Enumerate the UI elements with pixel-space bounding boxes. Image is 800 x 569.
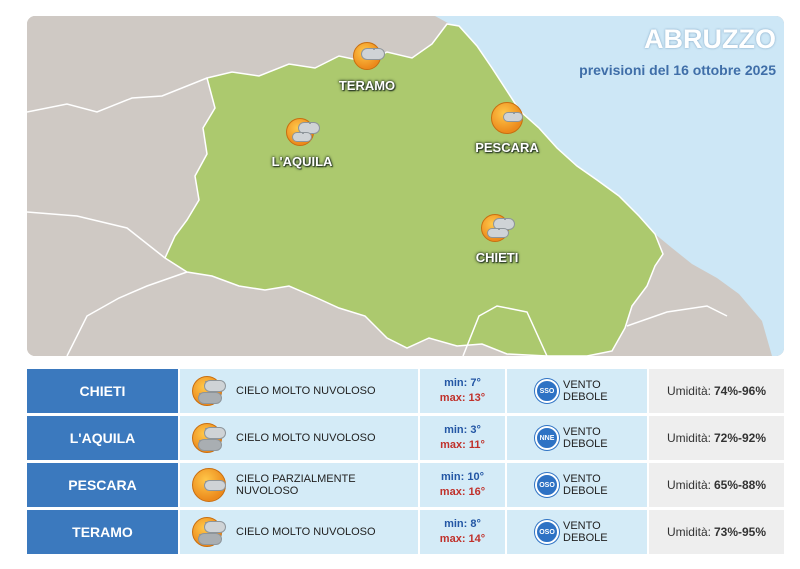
map-city-label: CHIETI bbox=[475, 250, 519, 265]
min-temperature: min: 10° bbox=[441, 471, 484, 483]
humidity-value: 65%-88% bbox=[713, 478, 767, 492]
map-city-label: PESCARA bbox=[475, 140, 539, 155]
sky-condition: CIELO MOLTO NUVOLOSO bbox=[236, 432, 376, 444]
border-lines bbox=[27, 77, 728, 356]
max-temperature: max: 14° bbox=[439, 533, 486, 545]
table-row: PESCARA CIELO PARZIALMENTE NUVOLOSO min:… bbox=[27, 463, 784, 507]
sky-cell: CIELO MOLTO NUVOLOSO bbox=[180, 416, 418, 460]
adriatic-sea bbox=[435, 16, 784, 356]
wind-cell: NNE VENTO DEBOLE bbox=[507, 416, 647, 460]
temperature-cell: min: 8° max: 14° bbox=[420, 510, 505, 554]
wind-direction-icon: OSO bbox=[535, 520, 559, 544]
table-row: L'AQUILA CIELO MOLTO NUVOLOSO min: 3° ma… bbox=[27, 416, 784, 460]
humidity-label: Umidità: bbox=[666, 478, 711, 492]
sky-condition: CIELO MOLTO NUVOLOSO bbox=[236, 526, 376, 538]
region-title: ABRUZZO bbox=[644, 24, 776, 54]
map-city-chieti: CHIETI bbox=[442, 210, 552, 265]
sun-behind-cloud-icon bbox=[190, 419, 228, 457]
min-temperature: min: 7° bbox=[444, 377, 481, 389]
sky-cell: CIELO PARZIALMENTE NUVOLOSO bbox=[180, 463, 418, 507]
sun-behind-small-cloud-icon bbox=[489, 100, 525, 136]
wind-cell: SSO VENTO DEBOLE bbox=[507, 369, 647, 413]
humidity-cell: Umidità: 72%-92% bbox=[649, 416, 784, 460]
min-temperature: min: 8° bbox=[444, 518, 481, 530]
humidity-label: Umidità: bbox=[666, 431, 711, 445]
humidity-value: 73%-95% bbox=[713, 525, 767, 539]
sky-cell: CIELO MOLTO NUVOLOSO bbox=[180, 510, 418, 554]
sun-behind-cloud-icon bbox=[479, 210, 515, 246]
map-city-label: TERAMO bbox=[338, 78, 396, 93]
table-row: TERAMO CIELO MOLTO NUVOLOSO min: 8° max:… bbox=[27, 510, 784, 554]
abruzzo-region bbox=[164, 23, 664, 356]
sun-behind-cloud-icon bbox=[284, 114, 320, 150]
city-name: L'AQUILA bbox=[27, 416, 178, 460]
humidity-value: 72%-92% bbox=[713, 431, 767, 445]
humidity-label: Umidità: bbox=[666, 384, 711, 398]
humidity-cell: Umidità: 74%-96% bbox=[649, 369, 784, 413]
map-city-label: L'AQUILA bbox=[271, 154, 333, 169]
humidity-label: Umidità: bbox=[666, 525, 711, 539]
map-city-laquila: L'AQUILA bbox=[247, 114, 357, 169]
sky-condition: CIELO MOLTO NUVOLOSO bbox=[236, 385, 376, 397]
wind-cell: OSO VENTO DEBOLE bbox=[507, 463, 647, 507]
wind-cell: OSO VENTO DEBOLE bbox=[507, 510, 647, 554]
wind-strength: VENTO DEBOLE bbox=[563, 379, 608, 403]
sun-behind-cloud-icon bbox=[190, 372, 228, 410]
wind-direction-icon: SSO bbox=[535, 379, 559, 403]
wind-strength: VENTO DEBOLE bbox=[563, 473, 608, 497]
wind-strength: VENTO DEBOLE bbox=[563, 520, 608, 544]
min-temperature: min: 3° bbox=[444, 424, 481, 436]
city-name: PESCARA bbox=[27, 463, 178, 507]
city-name: CHIETI bbox=[27, 369, 178, 413]
sun-behind-small-cloud-icon bbox=[190, 466, 228, 504]
map-background bbox=[27, 16, 784, 356]
temperature-cell: min: 10° max: 16° bbox=[420, 463, 505, 507]
wind-strength: VENTO DEBOLE bbox=[563, 426, 608, 450]
sky-condition: CIELO PARZIALMENTE NUVOLOSO bbox=[236, 473, 356, 497]
sun-behind-cloud-icon bbox=[349, 38, 385, 74]
sky-cell: CIELO MOLTO NUVOLOSO bbox=[180, 369, 418, 413]
humidity-cell: Umidità: 73%-95% bbox=[649, 510, 784, 554]
table-row: CHIETI CIELO MOLTO NUVOLOSO min: 7° max:… bbox=[27, 369, 784, 413]
city-name: TERAMO bbox=[27, 510, 178, 554]
forecast-date: previsioni del 16 ottobre 2025 bbox=[579, 62, 776, 78]
wind-direction-icon: OSO bbox=[535, 473, 559, 497]
map-city-pescara: PESCARA bbox=[452, 100, 562, 155]
region-map: ABRUZZO previsioni del 16 ottobre 2025 T… bbox=[27, 16, 784, 356]
humidity-cell: Umidità: 65%-88% bbox=[649, 463, 784, 507]
max-temperature: max: 13° bbox=[439, 392, 486, 404]
sun-behind-cloud-icon bbox=[190, 513, 228, 551]
max-temperature: max: 16° bbox=[439, 486, 486, 498]
temperature-cell: min: 7° max: 13° bbox=[420, 369, 505, 413]
humidity-value: 74%-96% bbox=[713, 384, 767, 398]
map-city-teramo: TERAMO bbox=[312, 38, 422, 93]
wind-direction-icon: NNE bbox=[535, 426, 559, 450]
temperature-cell: min: 3° max: 11° bbox=[420, 416, 505, 460]
max-temperature: max: 11° bbox=[440, 439, 485, 451]
